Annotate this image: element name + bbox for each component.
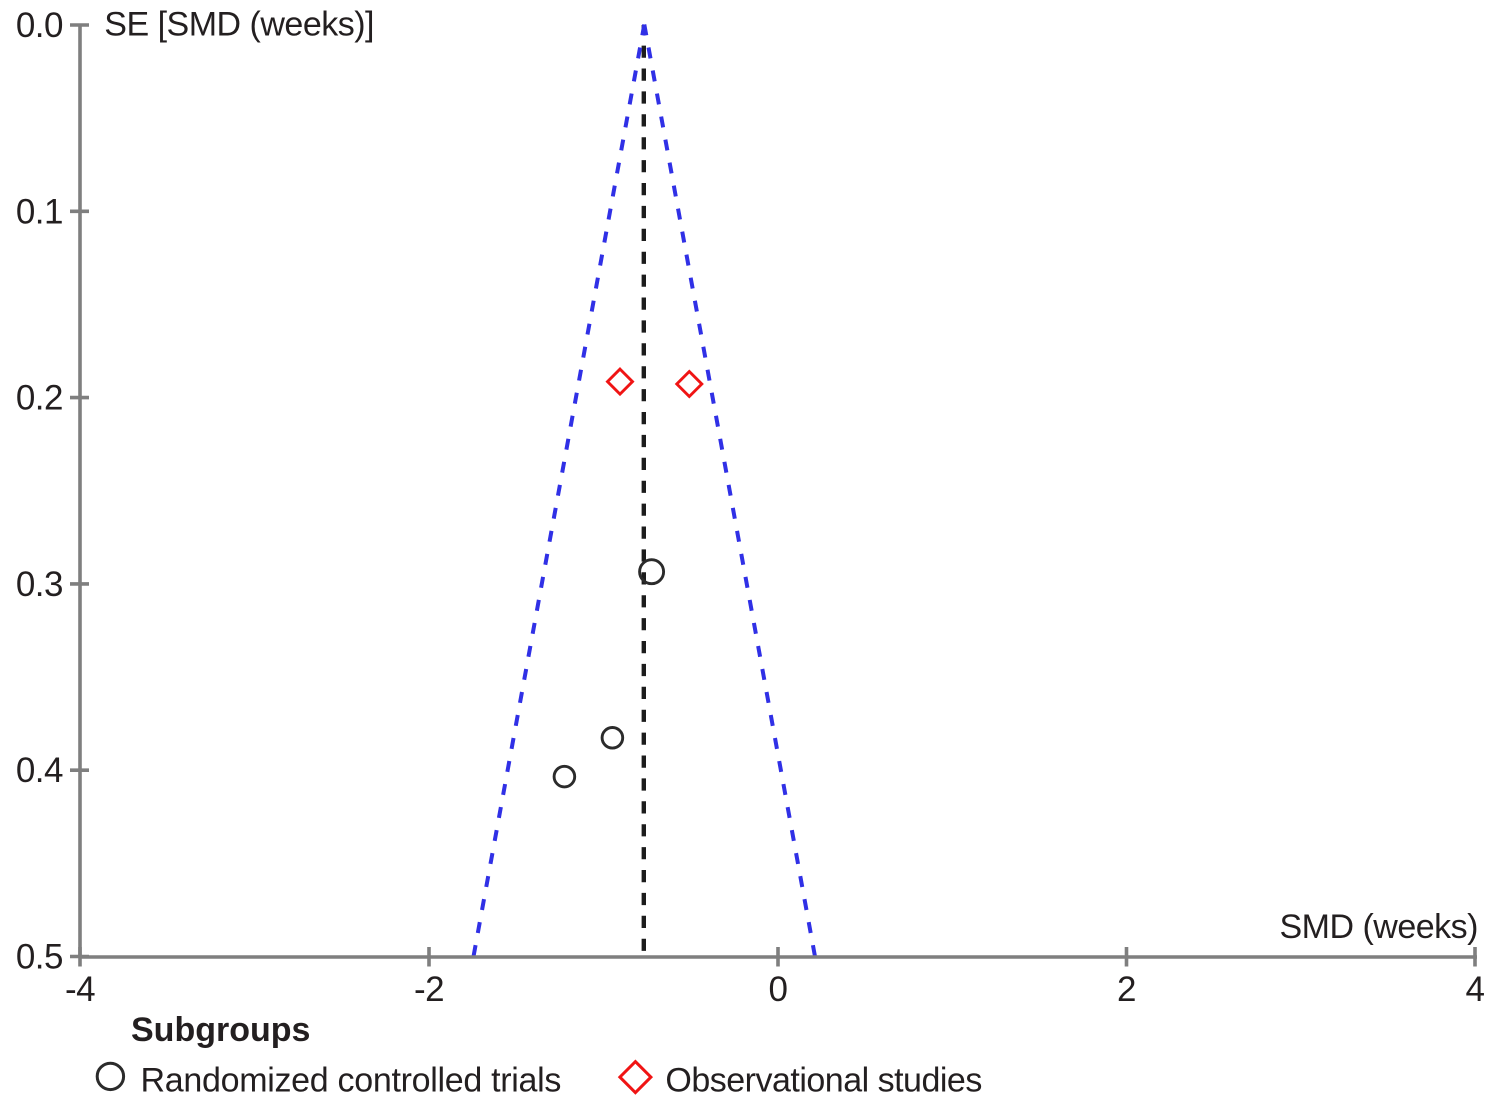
- svg-text:0: 0: [769, 970, 788, 1009]
- svg-text:SMD (weeks): SMD (weeks): [1279, 908, 1478, 946]
- svg-text:0.5: 0.5: [16, 938, 63, 977]
- svg-text:Observational studies: Observational studies: [665, 1062, 981, 1100]
- svg-text:4: 4: [1466, 970, 1485, 1009]
- svg-text:SE [SMD (weeks)]: SE [SMD (weeks)]: [104, 5, 374, 43]
- svg-text:Randomized controlled trials: Randomized controlled trials: [141, 1062, 562, 1100]
- svg-text:0.2: 0.2: [16, 379, 63, 418]
- svg-text:0.1: 0.1: [16, 192, 63, 231]
- svg-text:0.4: 0.4: [16, 751, 63, 790]
- svg-text:0.0: 0.0: [16, 6, 63, 45]
- svg-text:0.3: 0.3: [16, 565, 63, 604]
- svg-text:Subgroups: Subgroups: [131, 1011, 310, 1049]
- svg-text:-4: -4: [65, 970, 95, 1009]
- svg-text:2: 2: [1117, 970, 1136, 1009]
- svg-text:-2: -2: [414, 970, 444, 1009]
